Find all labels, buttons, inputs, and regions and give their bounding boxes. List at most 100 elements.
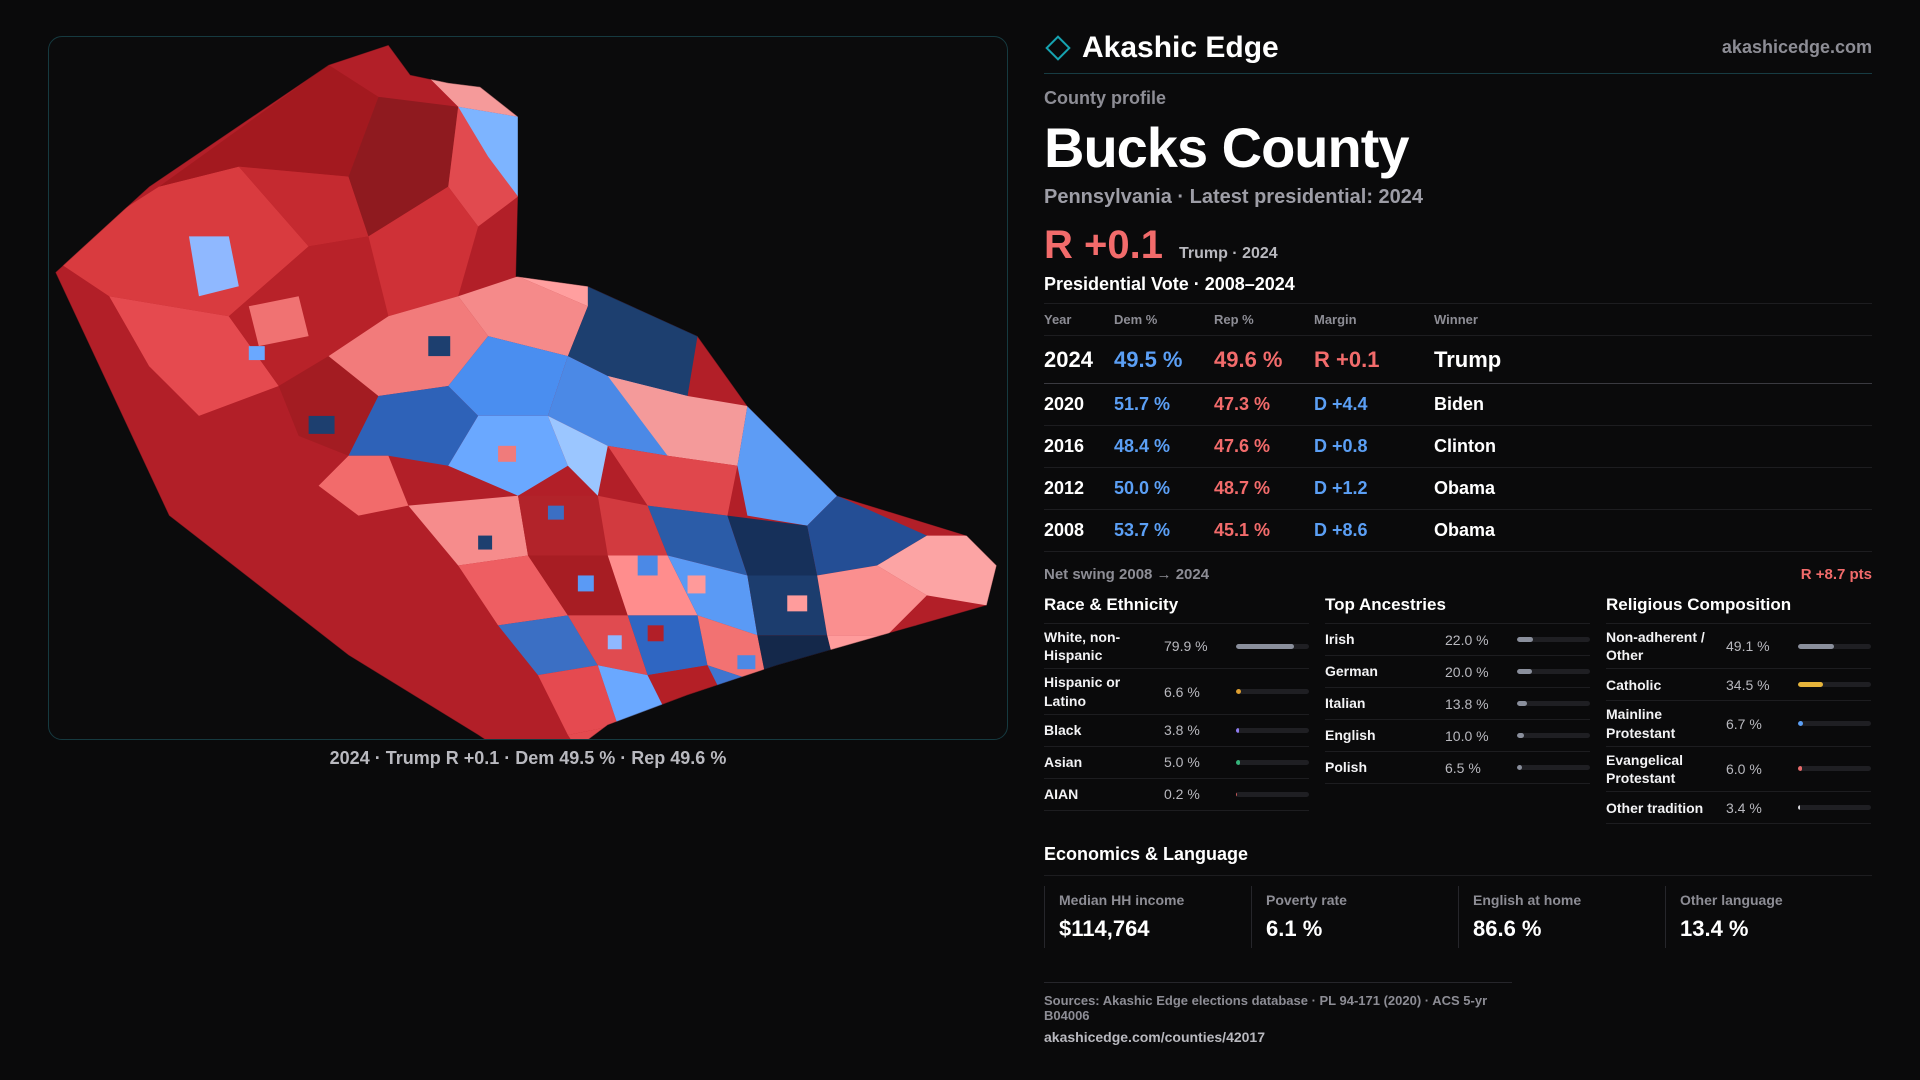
- religion-bar-fill: [1798, 805, 1801, 811]
- profile-eyebrow: County profile: [1044, 88, 1166, 108]
- cell-year: 2020: [1044, 383, 1114, 426]
- religion-label: Non-adherent / Other: [1606, 629, 1705, 664]
- demographics: Race & Ethnicity White, non-Hispanic 79.…: [1044, 595, 1872, 825]
- race-bar-fill: [1236, 727, 1239, 733]
- diamond-logo-icon: [1045, 34, 1071, 61]
- cell-year: 2016: [1044, 425, 1114, 468]
- econ-card-other-language: Other language 13.4 %: [1665, 886, 1872, 949]
- list-item: Mainline Protestant 6.7 %: [1606, 701, 1871, 747]
- econ-card-income: Median HH income $114,764: [1044, 886, 1251, 949]
- col-year: Year: [1044, 303, 1114, 336]
- race-value: 6.6 %: [1164, 683, 1200, 700]
- race-bar: [1236, 689, 1309, 695]
- ancestry-value: 13.8 %: [1445, 695, 1489, 712]
- religion-value: 3.4 %: [1726, 799, 1762, 816]
- econ-value: 6.1 %: [1266, 916, 1323, 942]
- county-profile-panel: Akashic Edge akashicedge.com County prof…: [1044, 30, 1872, 1045]
- net-swing-label: Net swing 2008 → 2024: [1044, 566, 1210, 583]
- cell-rep: 48.7 %: [1214, 467, 1314, 510]
- list-item: Hispanic or Latino 6.6 %: [1044, 669, 1309, 715]
- presidential-vote-table: Year Dem % Rep % Margin Winner 2024 49.5…: [1044, 303, 1872, 552]
- page-subtitle: Pennsylvania · Latest presidential: 2024: [1044, 186, 1424, 208]
- cell-rep: 45.1 %: [1214, 509, 1314, 552]
- list-item: Non-adherent / Other 49.1 %: [1606, 624, 1871, 670]
- cell-margin: R +0.1: [1314, 335, 1434, 384]
- ancestry-label: Italian: [1325, 695, 1366, 712]
- brand[interactable]: Akashic Edge: [1044, 31, 1279, 65]
- vote-table-header: Year Dem % Rep % Margin Winner: [1044, 303, 1872, 336]
- cell-rep: 47.6 %: [1214, 425, 1314, 468]
- race-value: 79.9 %: [1164, 638, 1208, 655]
- cell-year: 2012: [1044, 467, 1114, 510]
- race-bar-fill: [1236, 689, 1241, 695]
- headline-note: Trump · 2024: [1178, 245, 1278, 262]
- ancestry-bar-fill: [1517, 765, 1522, 770]
- religion-bar: [1798, 682, 1871, 688]
- list-item: Polish 6.5 %: [1325, 752, 1590, 784]
- header-bar: Akashic Edge akashicedge.com: [1044, 30, 1872, 74]
- cell-margin: D +8.6: [1314, 509, 1434, 552]
- religion-bar-fill: [1798, 643, 1834, 649]
- race-label: Hispanic or Latino: [1044, 674, 1121, 709]
- vote-section-title: Presidential Vote · 2008–2024: [1044, 274, 1295, 294]
- cell-year: 2024: [1044, 335, 1114, 384]
- ancestry-title: Top Ancestries: [1325, 595, 1590, 624]
- race-value: 5.0 %: [1164, 754, 1200, 771]
- col-dem: Dem %: [1114, 303, 1214, 336]
- col-rep: Rep %: [1214, 303, 1314, 336]
- precinct-map[interactable]: [48, 36, 1008, 740]
- col-margin: Margin: [1314, 303, 1434, 336]
- list-item: White, non-Hispanic 79.9 %: [1044, 624, 1309, 670]
- cell-winner: Trump: [1434, 335, 1872, 384]
- cell-winner: Biden: [1434, 383, 1872, 426]
- table-row: 2012 50.0 % 48.7 % D +1.2 Obama: [1044, 467, 1872, 510]
- ancestry-bar: [1517, 733, 1590, 738]
- religion-panel: Religious Composition Non-adherent / Oth…: [1606, 595, 1871, 825]
- econ-label: Poverty rate: [1266, 892, 1347, 909]
- race-value: 0.2 %: [1164, 786, 1200, 803]
- cell-dem: 49.5 %: [1114, 335, 1214, 384]
- list-item: Other tradition 3.4 %: [1606, 792, 1871, 825]
- net-swing-value: R +8.7 pts: [1800, 566, 1872, 583]
- religion-value: 49.1 %: [1726, 638, 1770, 655]
- race-bar: [1236, 643, 1309, 649]
- list-item: Evangelical Protestant 6.0 %: [1606, 747, 1871, 793]
- ancestry-label: German: [1325, 663, 1378, 680]
- cell-margin: D +1.2: [1314, 467, 1434, 510]
- list-item: Irish 22.0 %: [1325, 624, 1590, 656]
- religion-bar: [1798, 721, 1871, 727]
- religion-bar-fill: [1798, 682, 1824, 688]
- ancestry-value: 20.0 %: [1445, 663, 1489, 680]
- econ-value: 13.4 %: [1680, 916, 1749, 942]
- ancestry-bar-fill: [1517, 637, 1534, 642]
- ancestry-label: English: [1325, 727, 1376, 744]
- race-label: Black: [1044, 722, 1082, 739]
- net-swing: Net swing 2008 → 2024 R +8.7 pts: [1044, 566, 1872, 583]
- religion-label: Mainline Protestant: [1606, 706, 1676, 741]
- ancestry-label: Polish: [1325, 759, 1368, 776]
- econ-card-english: English at home 86.6 %: [1458, 886, 1665, 949]
- list-item: Italian 13.8 %: [1325, 688, 1590, 720]
- source-link[interactable]: akashicedge.com/counties/42017: [1044, 1029, 1265, 1046]
- table-row: 2016 48.4 % 47.6 % D +0.8 Clinton: [1044, 425, 1872, 468]
- ancestry-panel: Top Ancestries Irish 22.0 % German 20.0 …: [1325, 595, 1590, 824]
- brand-url-link[interactable]: akashicedge.com: [1721, 37, 1872, 57]
- headline-result: R +0.1 Trump · 2024: [1044, 223, 1872, 268]
- cell-dem: 51.7 %: [1114, 383, 1214, 426]
- religion-value: 6.0 %: [1726, 760, 1762, 777]
- ancestry-bar: [1517, 701, 1590, 706]
- religion-label: Evangelical Protestant: [1606, 751, 1684, 786]
- race-bar-fill: [1236, 791, 1237, 797]
- economics-section: Economics & Language Median HH income $1…: [1044, 844, 1872, 949]
- ancestry-bar: [1517, 765, 1590, 770]
- cell-dem: 50.0 %: [1114, 467, 1214, 510]
- list-item: AIAN 0.2 %: [1044, 779, 1309, 811]
- list-item: German 20.0 %: [1325, 656, 1590, 688]
- list-item: English 10.0 %: [1325, 720, 1590, 752]
- list-item: Catholic 34.5 %: [1606, 669, 1871, 702]
- table-row: 2020 51.7 % 47.3 % D +4.4 Biden: [1044, 383, 1872, 426]
- cell-rep: 49.6 %: [1214, 335, 1314, 384]
- sources-text: Sources: Akashic Edge elections database…: [1044, 993, 1488, 1024]
- economics-cards: Median HH income $114,764 Poverty rate 6…: [1044, 886, 1872, 949]
- headline-margin: R +0.1: [1044, 223, 1163, 267]
